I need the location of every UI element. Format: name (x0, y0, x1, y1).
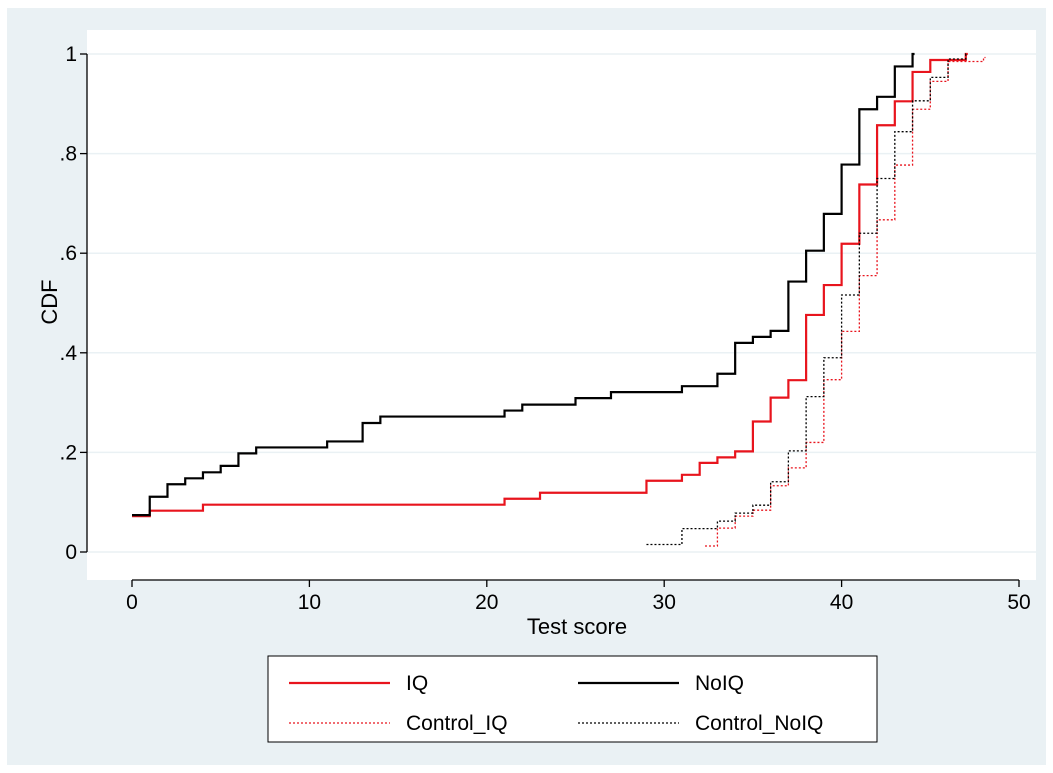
y-axis-title: CDF (37, 279, 62, 324)
legend: IQ NoIQ Control_IQ Control_NoIQ (267, 655, 878, 743)
series-line-iq (132, 52, 968, 518)
x-tick-label: 50 (1007, 591, 1030, 614)
x-tick-label: 20 (475, 591, 498, 614)
series-lines (132, 52, 986, 547)
x-tick-label: 0 (126, 591, 138, 614)
series-line-control-noiq (646, 53, 968, 546)
y-tick-label: 0 (65, 541, 77, 564)
y-tick-label: 1 (65, 43, 77, 66)
x-tick-label: 30 (653, 591, 676, 614)
series-line-control-iq (705, 56, 986, 547)
legend-label: Control_NoIQ (695, 712, 823, 735)
series-line-noiq (132, 52, 915, 517)
legend-label: Control_IQ (406, 712, 508, 735)
axes: 0.2.4.6.810 10 20 30 40 50 (59, 43, 1030, 614)
y-tick-label: .8 (59, 143, 77, 166)
legend-box (267, 655, 878, 743)
x-tick-label: 40 (830, 591, 853, 614)
y-tick-label: .6 (59, 242, 77, 265)
legend-label: NoIQ (695, 672, 744, 695)
y-tick-label: .2 (59, 441, 77, 464)
x-tick-label: 10 (298, 591, 321, 614)
plot-area (87, 30, 1036, 580)
legend-label: IQ (406, 672, 428, 695)
y-tick-label: .4 (59, 342, 77, 365)
x-axis-title: Test score (527, 614, 627, 639)
